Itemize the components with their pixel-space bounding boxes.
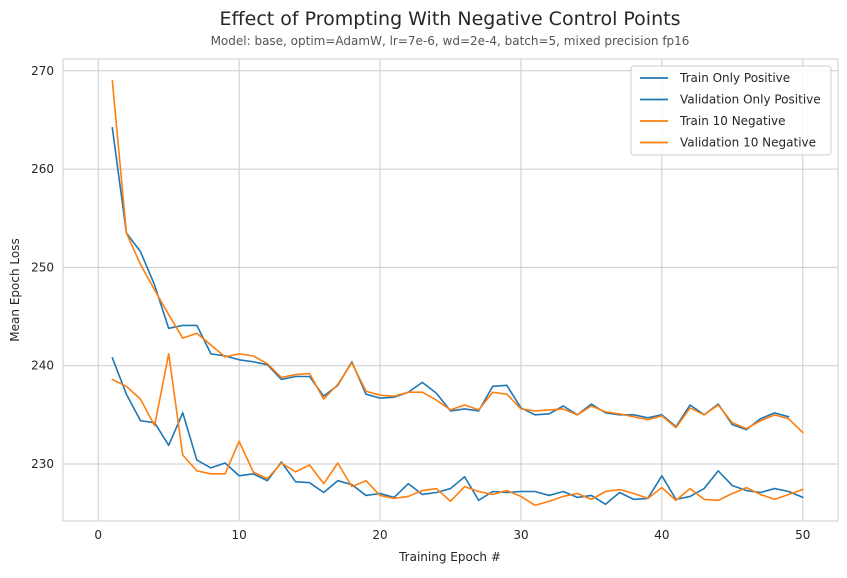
y-tick-label: 270 [31,64,54,78]
legend-entry: Train 10 Negative [679,114,786,128]
legend-entry: Validation 10 Negative [680,136,816,150]
y-tick-label: 250 [31,260,54,274]
x-tick-label: 20 [372,528,387,542]
legend-entry: Train Only Positive [679,71,790,85]
y-tick-label: 260 [31,162,54,176]
x-tick-label: 50 [795,528,810,542]
x-axis-label: Training Epoch # [398,550,501,564]
x-tick-label: 0 [94,528,102,542]
legend-box [630,65,832,156]
series-line-2 [111,357,804,506]
y-tick-label: 230 [31,457,54,471]
series-line-4 [111,353,804,507]
series-line-3 [111,79,804,434]
series-lines [111,79,804,507]
axis-ticks: 0 10 20 30 40 50 230 240 250 260 270 [31,64,810,542]
x-tick-label: 30 [513,528,528,542]
y-tick-label: 240 [31,359,54,373]
legend: Train Only Positive Validation Only Posit… [630,65,832,156]
chart-title: Effect of Prompting With Negative Contro… [220,8,681,30]
x-tick-label: 10 [231,528,246,542]
legend-entry: Validation Only Positive [680,93,821,107]
grid [63,59,838,521]
y-axis-label: Mean Epoch Loss [8,238,22,341]
chart-subtitle: Model: base, optim=AdamW, lr=7e-6, wd=2e… [211,34,690,48]
x-tick-label: 40 [654,528,669,542]
